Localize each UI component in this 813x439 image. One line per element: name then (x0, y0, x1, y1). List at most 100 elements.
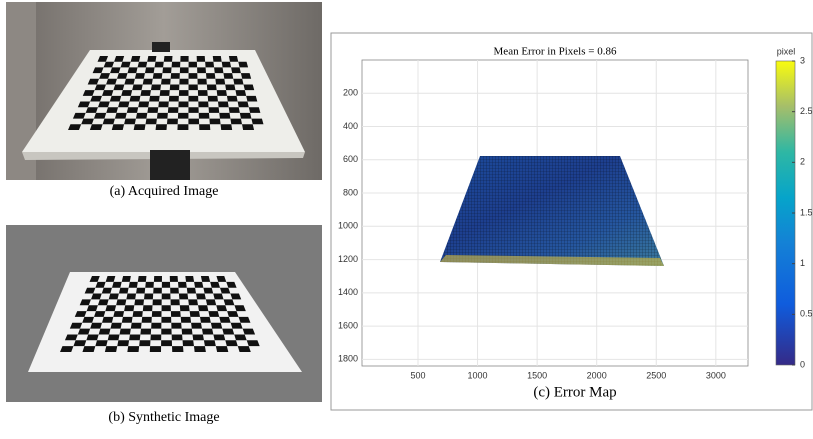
checker-cell (231, 67, 241, 73)
checker-cell (161, 329, 171, 335)
y-tick-label: 200 (343, 88, 358, 98)
checker-cell (95, 340, 107, 346)
checker-cell (127, 346, 139, 352)
synthetic-photo (6, 225, 322, 402)
checker-cell (242, 124, 254, 130)
checker-cell (189, 73, 198, 79)
checker-cell (118, 102, 129, 108)
checker-cell (108, 334, 120, 340)
checker-cell (241, 73, 251, 79)
checker-cell (194, 346, 206, 352)
checker-cell (223, 73, 233, 79)
checker-cell (129, 282, 138, 288)
checker-cell (229, 107, 240, 113)
checker-cell (160, 90, 170, 96)
checker-cell (203, 288, 213, 294)
checker-cell (164, 56, 173, 62)
checker-cell (129, 334, 140, 340)
checker-cell (172, 346, 183, 352)
checker-cell (124, 79, 135, 85)
checker-cell (128, 67, 138, 73)
checker-cell (178, 282, 187, 288)
checker-cell (140, 329, 151, 335)
checker-cell (150, 346, 161, 352)
checker-cell (244, 84, 255, 90)
checker-cell (162, 294, 171, 300)
checker-cell (103, 119, 115, 125)
checker-cell (142, 317, 152, 323)
checker-cell (199, 113, 210, 119)
checker-cell (167, 119, 178, 125)
checker-cell (110, 323, 121, 329)
checker-cell (229, 56, 238, 62)
y-tick-label: 1600 (338, 320, 358, 330)
checker-cell (187, 288, 196, 294)
checker-cell (206, 299, 216, 305)
checker-cell (136, 113, 147, 119)
checker-cell (86, 334, 98, 340)
checker-cell (183, 340, 194, 346)
colorbar-tick-label: 1.5 (800, 207, 813, 217)
checker-cell (122, 317, 133, 323)
checker-cell (139, 340, 150, 346)
checker-cell (162, 67, 171, 73)
checker-cell (178, 102, 188, 108)
checker-cell (162, 305, 171, 311)
checker-cell (215, 79, 225, 85)
checker-cell (199, 124, 210, 130)
checker-cell (179, 90, 189, 96)
caption: (a) Acquired Image (110, 184, 219, 199)
checker-cell (213, 56, 222, 62)
checker-cell (170, 84, 180, 90)
checker-cell (116, 299, 126, 305)
checker-cell (172, 62, 181, 68)
checker-cell (170, 288, 179, 294)
checker-cell (194, 282, 203, 288)
checker-cell (129, 96, 140, 102)
checker-cell (211, 323, 222, 329)
checker-cell (180, 56, 188, 62)
checker-cell (172, 334, 183, 340)
checker-cell (112, 124, 124, 130)
checker-cell (134, 124, 146, 130)
checker-cell (117, 340, 129, 346)
checker-cell (209, 107, 220, 113)
x-tick-label: 500 (410, 370, 425, 380)
checker-cell (152, 311, 162, 317)
checker-cell (179, 79, 188, 85)
checker-cell (222, 329, 234, 335)
checker-cell (234, 334, 246, 340)
checker-cell (144, 294, 153, 300)
checker-cell (208, 311, 219, 317)
checker-cell (171, 323, 181, 329)
checker-cell (193, 334, 204, 340)
checker-cell (151, 323, 161, 329)
checker-cell (213, 334, 225, 340)
checker-cell (222, 62, 231, 68)
x-tick-label: 2000 (587, 370, 607, 380)
checker-cell (158, 102, 169, 108)
checker-cell (225, 340, 237, 346)
checker-cell (157, 113, 168, 119)
checker-cell (214, 67, 223, 73)
checker-cell (113, 84, 124, 90)
checker-cell (145, 67, 155, 73)
x-tick-label: 2500 (646, 370, 666, 380)
checker-cell (156, 124, 167, 130)
checker-cell (238, 346, 251, 352)
checker-cell (206, 73, 215, 79)
checker-cell (191, 323, 202, 329)
checker-cell (209, 119, 220, 125)
checker-cell (225, 84, 235, 90)
checker-cell (120, 329, 131, 335)
checker-cell (197, 67, 206, 73)
checker-cell (90, 323, 102, 329)
checker-cell (135, 73, 145, 79)
checker-cell (99, 329, 111, 335)
checker-cell (117, 73, 128, 79)
y-tick-label: 600 (343, 154, 358, 164)
checker-cell (134, 299, 144, 305)
checker-cell (149, 96, 160, 102)
y-tick-label: 1800 (338, 354, 358, 364)
checker-cell (82, 346, 95, 352)
